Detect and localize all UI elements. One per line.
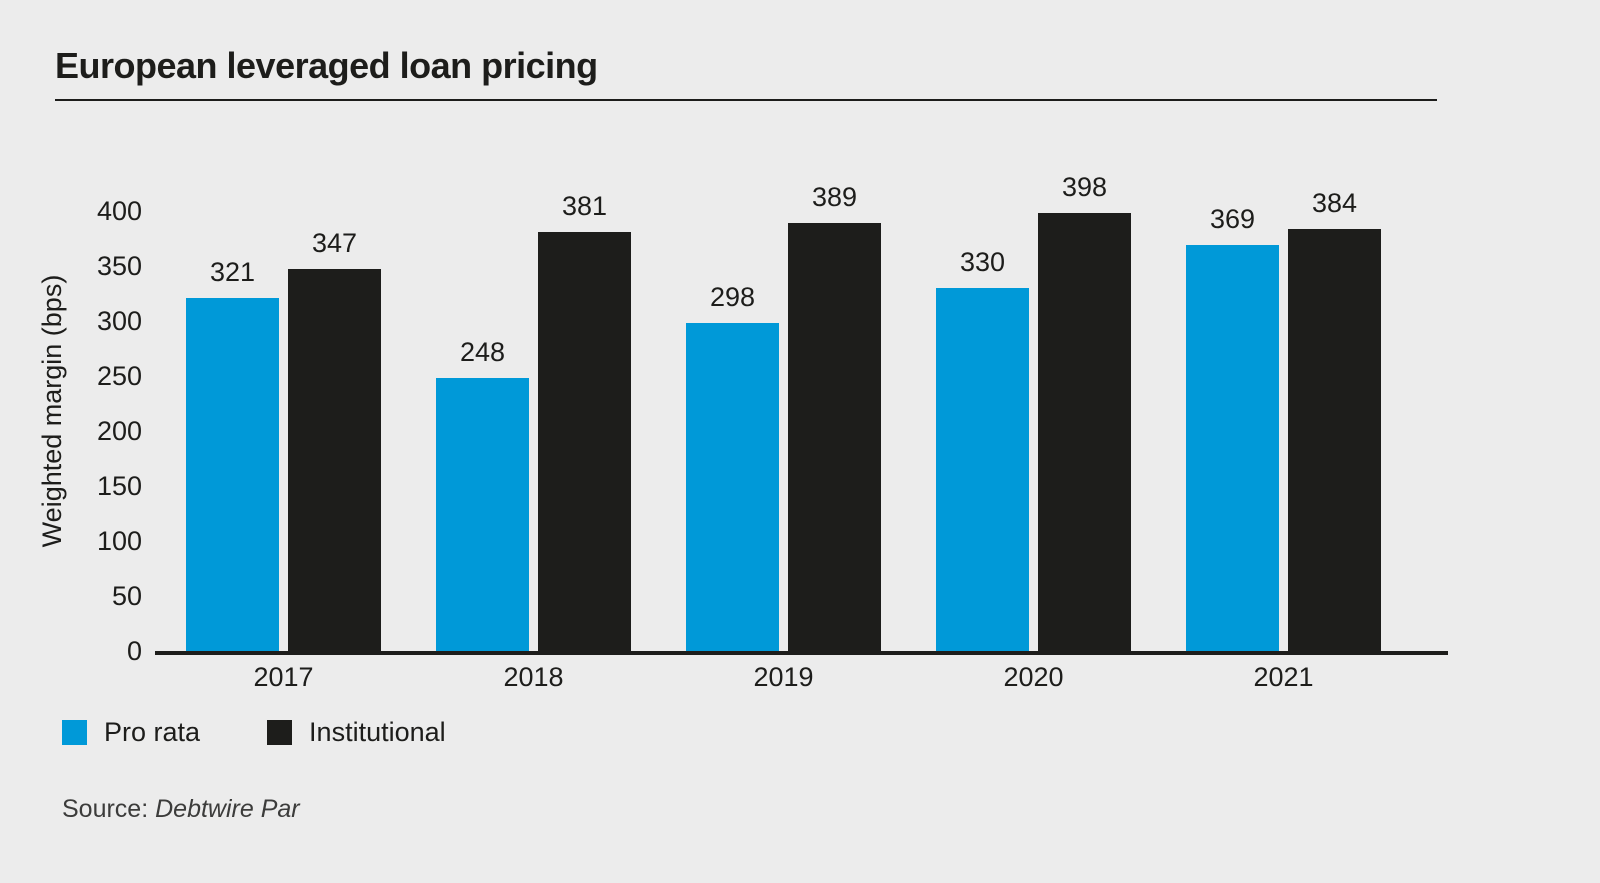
bar-value-label: 381 (561, 190, 608, 221)
source-name: Debtwire Par (155, 795, 300, 823)
legend-label: Institutional (309, 716, 446, 747)
bar-chart: Weighted margin (bps) 0 50 100 150 200 250 300… (37, 171, 1448, 699)
bar-institutional-2018 (538, 231, 631, 651)
y-tick-label: 400 (96, 196, 142, 226)
bar-pro-rata-2018 (436, 378, 529, 651)
bar-pro-rata-2017 (186, 297, 279, 651)
bar-value-label: 330 (959, 247, 1006, 277)
source-note: Source: Debtwire Par (62, 795, 1600, 824)
bar-value-label: 248 (459, 337, 506, 368)
x-tick-label: 2018 (503, 662, 564, 692)
x-tick-label: 2019 (753, 662, 814, 692)
legend-item-pro-rata: Pro rata (62, 717, 200, 748)
y-axis-title: Weighted margin (bps) (37, 274, 67, 548)
legend: Pro rata Institutional (62, 717, 1600, 747)
x-tick-label: 2017 (253, 662, 314, 692)
bar-pro-rata-2019 (686, 323, 779, 651)
bar-institutional-2019 (788, 223, 881, 651)
y-tick-label: 0 (126, 636, 142, 666)
bar-value-label: 384 (1311, 187, 1358, 218)
x-tick-label: 2020 (1003, 662, 1064, 692)
bar-value-label: 369 (1209, 204, 1256, 235)
plot-area: 0 50 100 150 200 250 300 350 400 321 347 248 381 298 3… (97, 171, 1448, 666)
title-divider (55, 99, 1437, 101)
y-tick-label: 100 (96, 526, 142, 556)
legend-swatch (267, 719, 293, 745)
legend-item-institutional: Institutional (267, 717, 446, 748)
y-tick-label: 50 (111, 581, 142, 611)
bar-value-label: 298 (709, 282, 756, 313)
bar-value-label: 347 (311, 228, 358, 259)
x-axis-labels: 2017 2018 2019 2020 2021 (155, 655, 1448, 699)
legend-label: Pro rata (104, 716, 201, 747)
bar-value-label: 398 (1061, 172, 1108, 203)
y-tick-label: 150 (96, 471, 142, 501)
bar-pro-rata-2021 (1186, 245, 1279, 651)
y-tick-label: 250 (96, 361, 142, 391)
bar-value-label: 321 (209, 256, 256, 287)
bar-pro-rata-2020 (936, 288, 1029, 651)
chart-title: European leveraged loan pricing (55, 45, 598, 86)
bar-institutional-2021 (1288, 228, 1381, 651)
y-tick-label: 300 (96, 306, 142, 336)
y-tick-label: 200 (96, 416, 142, 446)
bar-institutional-2020 (1038, 213, 1131, 651)
bar-institutional-2017 (288, 269, 381, 651)
source-prefix: Source: (62, 795, 156, 823)
bar-value-label: 389 (811, 182, 858, 213)
x-tick-label: 2021 (1253, 662, 1314, 692)
legend-swatch (62, 719, 87, 745)
y-tick-label: 350 (96, 251, 142, 281)
